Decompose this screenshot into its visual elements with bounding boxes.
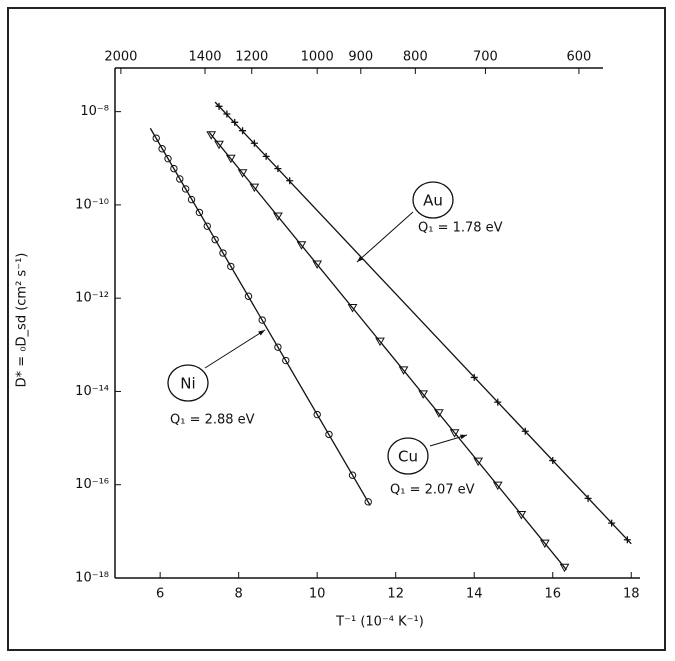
label-circle <box>387 437 429 475</box>
data-point <box>364 498 372 506</box>
x-tick-label: 16 <box>544 587 561 602</box>
data-point <box>187 195 196 204</box>
data-point <box>521 427 529 435</box>
data-point <box>286 177 294 185</box>
data-point <box>211 235 219 244</box>
series-label: Ni <box>180 375 195 393</box>
data-point <box>181 185 190 193</box>
data-point <box>225 154 236 164</box>
data-point <box>206 131 217 140</box>
data-point <box>262 152 270 160</box>
data-point <box>418 390 429 399</box>
data-point <box>219 249 227 257</box>
y-tick-label: 10⁻¹⁴ <box>75 384 109 399</box>
data-point <box>492 481 503 491</box>
data-point <box>273 212 283 221</box>
fit-line <box>214 101 632 545</box>
x2-tick-label: 1000 <box>301 50 334 65</box>
data-point <box>608 519 616 527</box>
x-tick-label: 10 <box>309 587 326 602</box>
x2-tick-label: 1400 <box>188 50 221 65</box>
arrow-head <box>357 255 364 262</box>
data-point <box>398 366 409 375</box>
x-tick-label: 6 <box>156 587 164 602</box>
data-point <box>325 430 333 439</box>
data-point <box>494 398 502 406</box>
data-point <box>473 457 484 467</box>
data-point <box>164 154 172 163</box>
x2-tick-label: 2000 <box>104 50 137 65</box>
y-tick-label: 10⁻¹⁸ <box>75 571 109 586</box>
fit-line <box>149 127 371 506</box>
data-point <box>312 260 323 270</box>
series-annotation: Q₁ = 2.07 eV <box>390 483 475 498</box>
frame <box>7 7 666 651</box>
x2-tick-label: 800 <box>403 50 428 65</box>
data-point <box>215 102 223 110</box>
data-point <box>231 118 239 126</box>
data-point <box>623 536 631 544</box>
data-point <box>223 110 231 118</box>
series-annotation: Q₁ = 1.78 eV <box>418 221 503 236</box>
x-tick-label: 14 <box>466 587 483 602</box>
series-annotation: Q₁ = 2.88 eV <box>170 413 255 428</box>
label-circle <box>412 181 454 219</box>
data-point <box>250 139 258 147</box>
data-point <box>176 175 184 183</box>
data-point <box>559 563 570 573</box>
data-point <box>237 169 248 178</box>
series-label: Au <box>423 192 443 210</box>
data-point <box>516 510 527 520</box>
data-point <box>449 429 460 438</box>
data-point <box>375 337 385 347</box>
y-tick-label: 10⁻¹⁰ <box>75 197 109 212</box>
x2-tick-label: 1200 <box>235 50 268 65</box>
data-point <box>195 208 204 217</box>
data-point <box>227 262 235 271</box>
data-point <box>282 356 290 365</box>
x-tick-label: 18 <box>623 587 640 602</box>
x-axis-label: T⁻¹ (10⁻⁴ K⁻¹) <box>335 615 424 630</box>
data-point <box>540 539 550 549</box>
y-tick-label: 10⁻¹⁶ <box>75 477 109 492</box>
arrow-head <box>258 330 265 336</box>
data-point <box>239 127 247 135</box>
data-point <box>249 183 260 193</box>
data-point <box>274 343 282 351</box>
data-point <box>274 165 282 173</box>
y-tick-label: 10⁻⁸ <box>80 104 109 119</box>
data-point <box>152 134 160 142</box>
x2-tick-label: 700 <box>473 50 498 65</box>
x2-tick-label: 600 <box>566 50 591 65</box>
data-point <box>584 494 592 502</box>
x-tick-label: 8 <box>235 587 243 602</box>
data-point <box>214 140 224 150</box>
series-label: Cu <box>398 448 418 466</box>
data-point <box>158 145 166 153</box>
x-tick-label: 12 <box>387 587 404 602</box>
data-point <box>313 410 321 419</box>
fit-line <box>208 131 567 571</box>
data-point <box>170 164 178 173</box>
y-axis-label: D* = ₀D_sd (cm² s⁻¹) <box>15 253 30 388</box>
arrow <box>204 329 266 369</box>
arrow <box>356 211 414 263</box>
label-circle <box>167 364 209 402</box>
data-point <box>296 241 307 250</box>
data-point <box>244 292 253 300</box>
data-point <box>258 316 266 324</box>
x2-tick-label: 900 <box>348 50 373 65</box>
y-tick-label: 10⁻¹² <box>75 291 109 306</box>
data-point <box>348 471 357 479</box>
data-point <box>549 457 557 465</box>
data-point <box>347 304 358 313</box>
data-point <box>203 222 211 230</box>
arrow-head <box>460 434 467 440</box>
data-point <box>434 409 444 418</box>
data-point <box>470 373 478 381</box>
